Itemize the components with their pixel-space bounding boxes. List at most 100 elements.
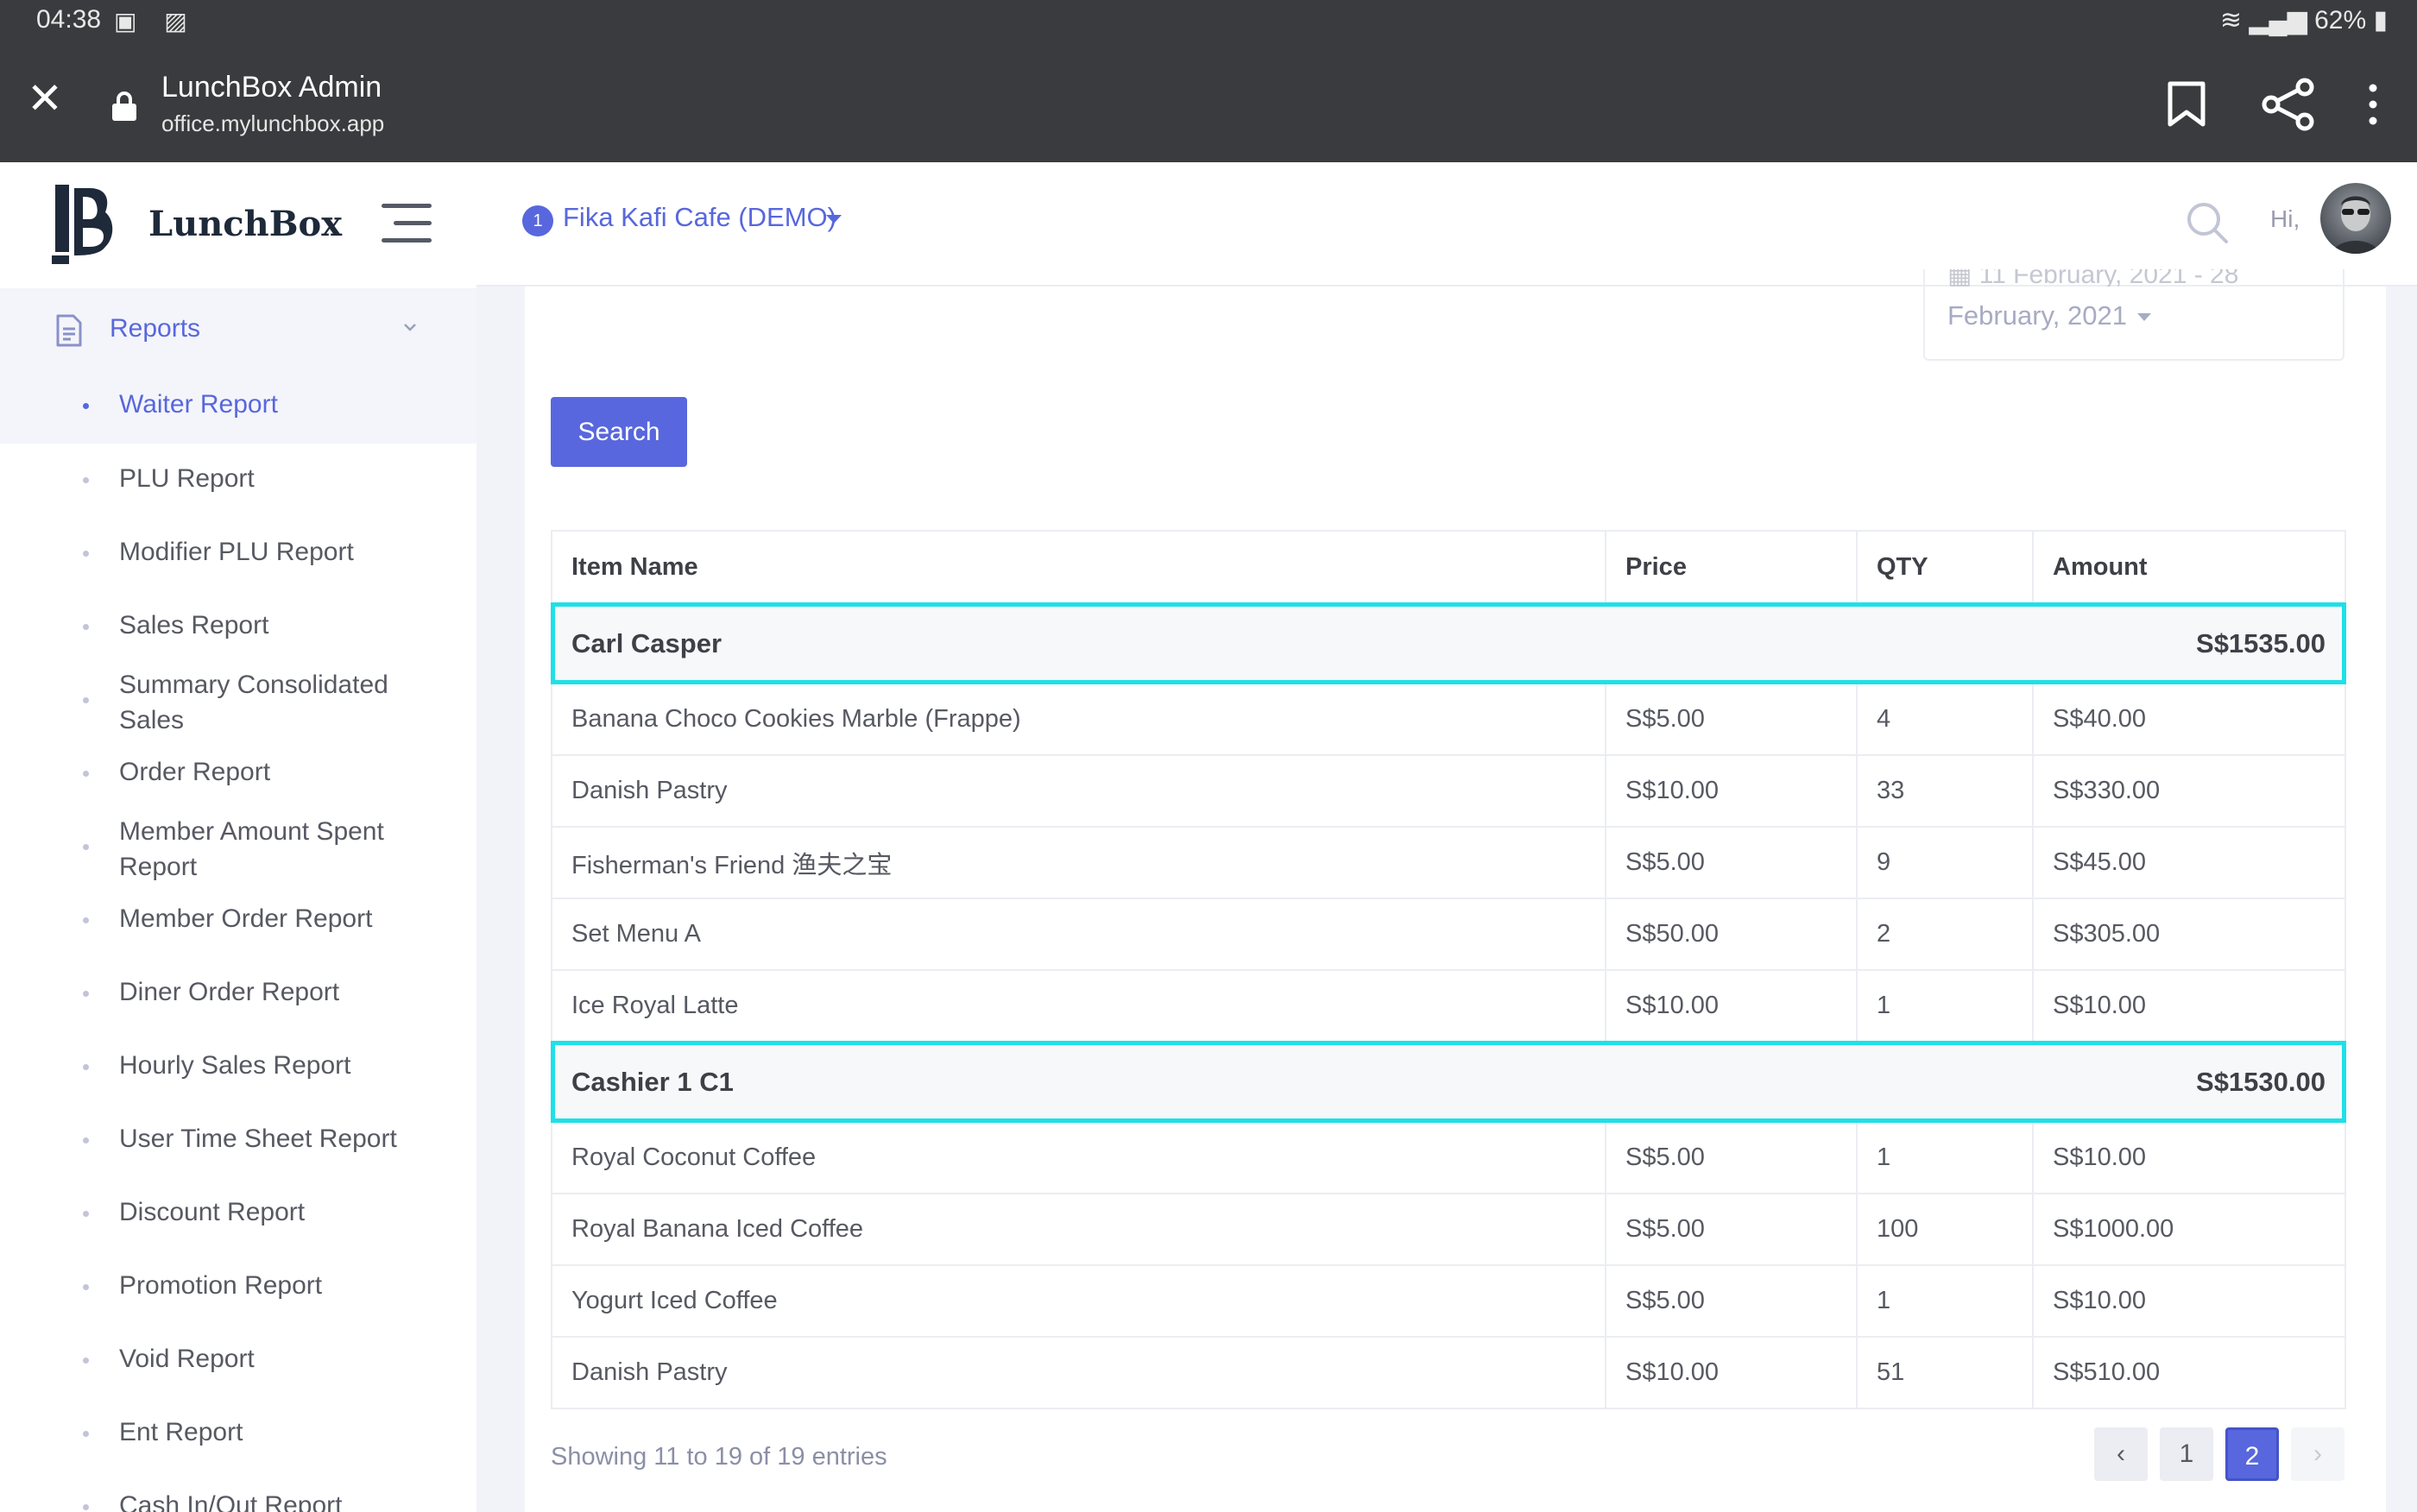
- table-row: Ice Royal Latte S$10.00 1 S$10.00: [551, 969, 2346, 1043]
- sidebar-item-modifier-plu-report[interactable]: Modifier PLU Report: [0, 517, 476, 590]
- cell-qty: 1: [1856, 969, 2034, 1043]
- signal-icon: ▂▄▆: [2249, 6, 2307, 35]
- cell-amount: S$330.00: [2032, 754, 2346, 828]
- bullet-icon: [83, 1358, 89, 1364]
- column-header-item-name[interactable]: Item Name: [551, 530, 1606, 604]
- bullet-icon: [83, 1504, 89, 1510]
- sidebar-item-plu-report[interactable]: PLU Report: [0, 444, 476, 517]
- sidebar-item-order-report[interactable]: Order Report: [0, 737, 476, 810]
- brand-name: LunchBox: [148, 204, 343, 244]
- bullet-icon: [83, 697, 89, 703]
- sidebar-item-label: Void Report: [119, 1345, 255, 1373]
- more-options-icon[interactable]: [2360, 81, 2386, 128]
- bullet-icon: [83, 1284, 89, 1290]
- status-time: 04:38: [36, 5, 102, 34]
- cell-qty: 2: [1856, 898, 2034, 971]
- date-range-start: ▦ 11 February, 2021 - 28: [1947, 269, 2238, 287]
- sidebar-item-user-time-sheet-report[interactable]: User Time Sheet Report: [0, 1104, 476, 1177]
- next-page-button[interactable]: ›: [2291, 1427, 2344, 1481]
- cell-price: S$5.00: [1605, 1121, 1858, 1194]
- bullet-icon: [83, 1137, 89, 1143]
- browser-url[interactable]: office.mylunchbox.app: [161, 110, 385, 136]
- waiter-report-table: Item Name Price QTY Amount Carl Casper S$…: [551, 530, 2346, 1409]
- bullet-icon: [83, 1211, 89, 1217]
- sidebar-item-promotion-report[interactable]: Promotion Report: [0, 1251, 476, 1324]
- cell-item-name: Banana Choco Cookies Marble (Frappe): [551, 683, 1606, 756]
- table-row: Royal Coconut Coffee S$5.00 1 S$10.00: [551, 1121, 2346, 1194]
- bullet-icon: [83, 551, 89, 557]
- document-icon: [56, 314, 82, 347]
- table-row: Set Menu A S$50.00 2 S$305.00: [551, 898, 2346, 971]
- cell-amount: S$10.00: [2032, 1264, 2346, 1338]
- waiter-group-row: Cashier 1 C1 S$1530.00: [551, 1041, 2346, 1123]
- calendar-icon: ▦: [1947, 269, 1979, 287]
- waiter-total: S$1535.00: [2196, 627, 2325, 658]
- sidebar-item-label: User Time Sheet Report: [119, 1125, 397, 1153]
- cell-item-name: Fisherman's Friend 渔夫之宝: [551, 826, 1606, 899]
- column-header-price[interactable]: Price: [1605, 530, 1858, 604]
- avatar[interactable]: [2320, 183, 2391, 254]
- sidebar-item-discount-report[interactable]: Discount Report: [0, 1177, 476, 1251]
- search-button[interactable]: Search: [551, 397, 687, 467]
- sidebar-item-summary-consolidated-sales[interactable]: Summary Consolidated Sales: [0, 664, 476, 737]
- table-row: Danish Pastry S$10.00 51 S$510.00: [551, 1336, 2346, 1409]
- bullet-icon: [83, 844, 89, 850]
- cell-item-name: Royal Coconut Coffee: [551, 1121, 1606, 1194]
- sidebar-item-hourly-sales-report[interactable]: Hourly Sales Report: [0, 1030, 476, 1104]
- sidebar-section-reports[interactable]: Reports: [0, 288, 476, 369]
- battery-level: 62%: [2314, 6, 2367, 35]
- status-right: ≋ ▂▄▆ 62% ▮: [2220, 5, 2388, 35]
- waiter-name: Cashier 1 C1: [571, 1066, 734, 1097]
- share-icon[interactable]: [2262, 78, 2315, 131]
- bookmark-icon[interactable]: [2167, 81, 2206, 128]
- sidebar-item-label: Ent Report: [119, 1418, 243, 1446]
- page-1-button[interactable]: 1: [2160, 1427, 2213, 1481]
- bullet-icon: [83, 477, 89, 483]
- bullet-icon: [83, 1064, 89, 1070]
- hamburger-menu-icon[interactable]: [382, 202, 432, 245]
- cell-amount: S$305.00: [2032, 898, 2346, 971]
- cell-item-name: Yogurt Iced Coffee: [551, 1264, 1606, 1338]
- sidebar-item-sales-report[interactable]: Sales Report: [0, 590, 476, 664]
- prev-page-button[interactable]: ‹: [2094, 1427, 2148, 1481]
- sidebar-item-diner-order-report[interactable]: Diner Order Report: [0, 957, 476, 1030]
- sidebar-menu: Reports Waiter Report PLU Report Modifie…: [0, 288, 476, 1512]
- sidebar-item-member-amount-spent-report[interactable]: Member Amount Spent Report: [0, 810, 476, 884]
- sidebar-item-label: Cash In/Out Report: [119, 1491, 343, 1512]
- date-range-picker[interactable]: ▦ 11 February, 2021 - 28 February, 2021: [1923, 269, 2344, 361]
- table-row: Yogurt Iced Coffee S$5.00 1 S$10.00: [551, 1264, 2346, 1338]
- search-icon[interactable]: [2185, 200, 2230, 245]
- bullet-icon: [83, 771, 89, 777]
- bullet-icon: [83, 917, 89, 923]
- cell-amount: S$1000.00: [2032, 1193, 2346, 1266]
- cell-amount: S$40.00: [2032, 683, 2346, 756]
- cell-item-name: Ice Royal Latte: [551, 969, 1606, 1043]
- page-2-button[interactable]: 2: [2225, 1427, 2279, 1481]
- waiter-group-cell: Cashier 1 C1 S$1530.00: [551, 1041, 2346, 1123]
- cell-price: S$50.00: [1605, 898, 1858, 971]
- sidebar-item-waiter-report[interactable]: Waiter Report: [0, 369, 476, 444]
- cell-amount: S$10.00: [2032, 969, 2346, 1043]
- close-icon[interactable]: ✕: [27, 74, 63, 123]
- cell-qty: 33: [1856, 754, 2034, 828]
- store-selector[interactable]: Fika Kafi Cafe (DEMO): [563, 202, 836, 232]
- sidebar-item-label: Waiter Report: [119, 390, 278, 419]
- cell-item-name: Danish Pastry: [551, 754, 1606, 828]
- column-header-amount[interactable]: Amount: [2032, 530, 2346, 604]
- sidebar-item-void-report[interactable]: Void Report: [0, 1324, 476, 1397]
- sidebar-item-cash-in-out-report[interactable]: Cash In/Out Report: [0, 1471, 476, 1512]
- sidebar-item-ent-report[interactable]: Ent Report: [0, 1397, 476, 1471]
- cell-price: S$10.00: [1605, 1336, 1858, 1409]
- sidebar-item-label: Discount Report: [119, 1198, 306, 1226]
- sidebar-item-label: Member Amount Spent Report: [119, 817, 384, 881]
- cell-qty: 9: [1856, 826, 2034, 899]
- wifi-icon: ≋: [2219, 6, 2242, 35]
- cell-price: S$5.00: [1605, 1264, 1858, 1338]
- lunchbox-logo: [52, 185, 113, 264]
- sidebar-item-label: Modifier PLU Report: [119, 538, 354, 566]
- waiter-group-cell: Carl Casper S$1535.00: [551, 602, 2346, 684]
- sidebar-item-member-order-report[interactable]: Member Order Report: [0, 884, 476, 957]
- cell-item-name: Royal Banana Iced Coffee: [551, 1193, 1606, 1266]
- column-header-qty[interactable]: QTY: [1856, 530, 2034, 604]
- caret-down-icon[interactable]: [826, 215, 842, 224]
